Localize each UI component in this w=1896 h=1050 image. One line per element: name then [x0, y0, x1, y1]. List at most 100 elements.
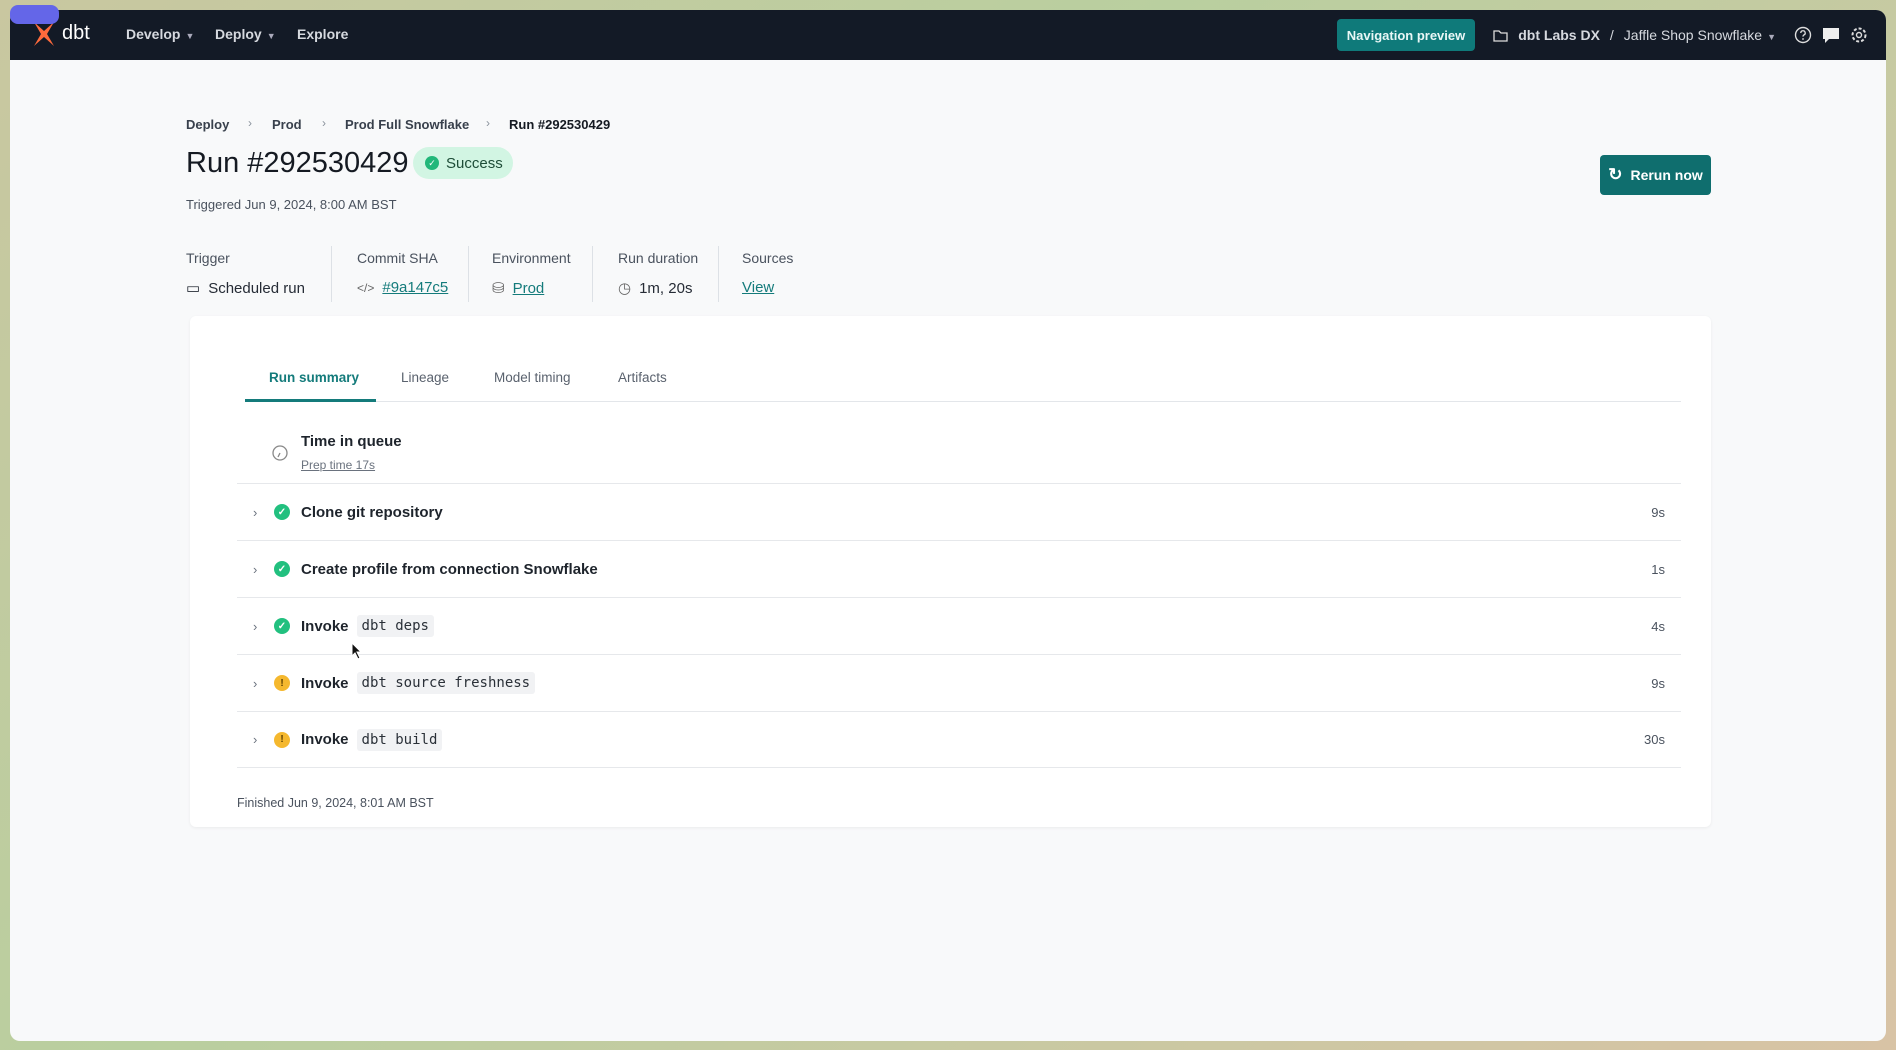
success-icon: ✓	[274, 561, 290, 577]
sources-view-link[interactable]: View	[742, 279, 775, 296]
clock-icon	[272, 445, 288, 461]
mouse-cursor-icon	[351, 642, 363, 660]
clock-icon: ◷	[618, 280, 632, 297]
refresh-icon: ↻	[1608, 165, 1623, 184]
meta-environment: ⛁ Prod	[492, 279, 545, 298]
folder-icon	[1493, 29, 1508, 42]
nav-right-group: Navigation preview dbt Labs DX / Jaffle …	[1336, 10, 1868, 60]
feedback-icon[interactable]	[1822, 26, 1840, 44]
active-tab-indicator	[245, 399, 376, 402]
status-label: Success	[446, 154, 503, 172]
chevron-down-icon: ▼	[266, 31, 276, 41]
step-title: Create profile from connection Snowflake	[301, 560, 598, 578]
divider	[468, 246, 469, 302]
chevron-right-icon[interactable]: ›	[253, 561, 258, 577]
warning-icon: !	[274, 731, 290, 748]
help-icon[interactable]	[1794, 26, 1812, 44]
calendar-icon: ▭	[186, 280, 201, 297]
step-duration: 1s	[1651, 561, 1665, 577]
queue-title: Time in queue	[301, 433, 402, 450]
triggered-time: Triggered Jun 9, 2024, 8:00 AM BST	[186, 197, 397, 212]
nav-develop-label: Develop	[126, 26, 181, 42]
breadcrumb-prod[interactable]: Prod	[272, 117, 302, 132]
step-command: dbt deps	[356, 615, 434, 637]
project-selector[interactable]: Jaffle Shop Snowflake ▼	[1624, 27, 1776, 43]
prep-time-link[interactable]: Prep time 17s	[301, 458, 376, 472]
step-row[interactable]: ›! Invoke dbt source freshness 9s	[237, 654, 1681, 711]
commit-sha-link[interactable]: #9a147c5	[382, 279, 449, 296]
rerun-now-button[interactable]: ↻ Rerun now	[1600, 155, 1711, 195]
step-duration: 9s	[1651, 504, 1665, 520]
step-title: Invoke	[301, 731, 349, 748]
step-title: Invoke	[301, 617, 349, 635]
meta-trigger: ▭ Scheduled run	[186, 279, 305, 298]
step-duration: 9s	[1651, 675, 1665, 691]
account-separator: /	[1609, 27, 1614, 43]
step-duration: 4s	[1651, 618, 1665, 634]
breadcrumb-separator-icon: ›	[248, 116, 252, 130]
chevron-down-icon: ▼	[185, 31, 195, 41]
nav-deploy-label: Deploy	[215, 26, 262, 42]
step-title: Invoke	[301, 674, 349, 692]
breadcrumb-separator-icon: ›	[322, 116, 326, 130]
chevron-right-icon[interactable]: ›	[253, 618, 258, 634]
chevron-right-icon[interactable]: ›	[253, 504, 258, 520]
breadcrumb-current: Run #292530429	[509, 117, 611, 132]
chevron-right-icon[interactable]: ›	[253, 732, 258, 747]
environment-link[interactable]: Prod	[512, 279, 545, 297]
account-name[interactable]: dbt Labs DX	[1518, 27, 1600, 43]
success-icon: ✓	[274, 504, 290, 520]
dbt-logo-icon[interactable]	[32, 21, 56, 47]
meta-duration: ◷ 1m, 20s	[618, 279, 693, 298]
nav-develop[interactable]: Develop ▼	[126, 26, 194, 42]
success-icon: ✓	[274, 618, 290, 634]
top-nav: dbt Develop ▼ Deploy ▼ Explore Navigation …	[10, 10, 1886, 60]
breadcrumb-deploy[interactable]: Deploy	[186, 117, 230, 132]
project-name: Jaffle Shop Snowflake	[1623, 27, 1763, 43]
meta-label-duration: Run duration	[618, 250, 699, 266]
meta-label-environment: Environment	[492, 250, 571, 266]
database-icon: ⛁	[492, 280, 505, 297]
step-command: dbt build	[356, 728, 443, 751]
trigger-value: Scheduled run	[208, 279, 305, 297]
step-duration: 30s	[1644, 732, 1665, 747]
screen-share-badge[interactable]	[10, 5, 59, 24]
rerun-label: Rerun now	[1630, 167, 1703, 183]
dbt-logo-text: dbt	[62, 22, 90, 44]
code-icon: </>	[357, 280, 375, 295]
check-circle-icon: ✓	[425, 156, 439, 170]
meta-label-trigger: Trigger	[186, 250, 230, 266]
gear-icon[interactable]	[1850, 26, 1868, 44]
navigation-preview-button[interactable]: Navigation preview	[1336, 19, 1476, 51]
tab-artifacts[interactable]: Artifacts	[618, 370, 667, 385]
nav-explore[interactable]: Explore	[297, 26, 349, 42]
meta-label-sources: Sources	[742, 250, 794, 266]
breadcrumb-job[interactable]: Prod Full Snowflake	[345, 117, 470, 132]
meta-sources: View	[742, 279, 774, 296]
step-row[interactable]: › ✓ Clone git repository 9s	[237, 483, 1681, 540]
duration-value: 1m, 20s	[639, 279, 693, 297]
nav-deploy[interactable]: Deploy ▼	[215, 26, 276, 42]
step-title: Clone git repository	[301, 503, 443, 521]
chevron-right-icon[interactable]: ›	[253, 675, 258, 691]
step-row[interactable]: › ✓ Invoke dbt deps 4s	[237, 597, 1681, 654]
status-badge: ✓ Success	[413, 147, 513, 179]
step-row[interactable]: › ✓ Create profile from connection Snowfla…	[237, 540, 1681, 597]
page-title: Run #292530429	[186, 147, 409, 179]
tab-lineage[interactable]: Lineage	[401, 370, 450, 385]
tab-model-timing[interactable]: Model timing	[494, 370, 571, 385]
meta-label-commit: Commit SHA	[357, 250, 438, 266]
app-window: dbt Develop ▼ Deploy ▼ Explore Navigation …	[10, 10, 1886, 1041]
finished-time: Finished Jun 9, 2024, 8:01 AM BST	[237, 796, 434, 810]
tab-run-summary[interactable]: Run summary	[269, 370, 360, 385]
tab-divider	[245, 401, 1681, 402]
chevron-down-icon: ▼	[1767, 32, 1776, 42]
meta-commit: </> #9a147c5	[357, 279, 448, 296]
run-card: Run summary Lineage Model timing Artifac…	[190, 316, 1711, 827]
divider	[718, 246, 719, 302]
divider	[592, 246, 593, 302]
divider	[331, 246, 332, 302]
step-row[interactable]: ›! Invoke dbt build 30s	[237, 711, 1681, 768]
warning-icon: !	[274, 675, 290, 691]
step-command: dbt source freshness	[356, 672, 536, 694]
